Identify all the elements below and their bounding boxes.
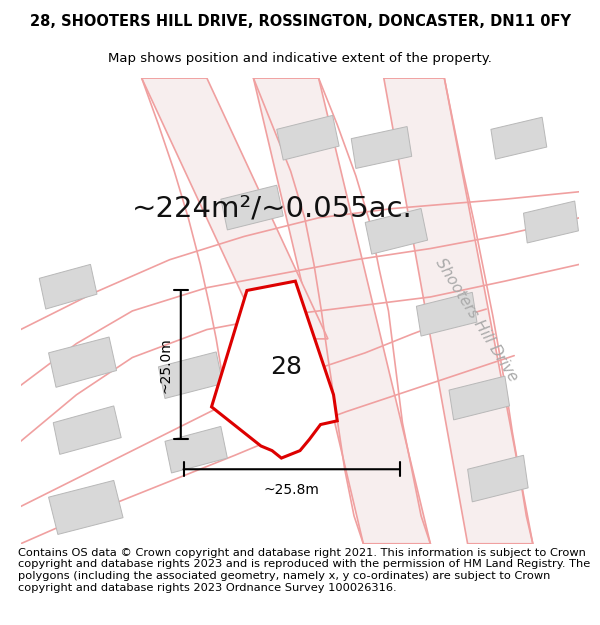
Polygon shape: [351, 126, 412, 169]
Polygon shape: [158, 352, 223, 399]
Polygon shape: [53, 406, 121, 454]
Polygon shape: [416, 292, 477, 336]
Text: ~25.0m: ~25.0m: [158, 337, 172, 393]
Polygon shape: [449, 376, 509, 420]
Text: 28, SHOOTERS HILL DRIVE, ROSSINGTON, DONCASTER, DN11 0FY: 28, SHOOTERS HILL DRIVE, ROSSINGTON, DON…: [29, 14, 571, 29]
Polygon shape: [491, 118, 547, 159]
Text: ~224m²/~0.055ac.: ~224m²/~0.055ac.: [131, 194, 412, 222]
Polygon shape: [212, 281, 337, 458]
Text: Contains OS data © Crown copyright and database right 2021. This information is : Contains OS data © Crown copyright and d…: [18, 548, 590, 592]
Polygon shape: [165, 426, 227, 473]
Polygon shape: [365, 209, 428, 254]
Polygon shape: [39, 264, 97, 309]
Text: ~25.8m: ~25.8m: [263, 483, 320, 498]
Polygon shape: [277, 116, 339, 160]
Polygon shape: [523, 201, 578, 243]
Polygon shape: [49, 481, 123, 534]
Text: 28: 28: [270, 355, 302, 379]
Text: Shooters Hill Drive: Shooters Hill Drive: [433, 256, 521, 384]
Polygon shape: [384, 78, 533, 544]
Polygon shape: [221, 185, 283, 230]
Polygon shape: [253, 78, 430, 544]
Polygon shape: [49, 337, 116, 388]
Polygon shape: [467, 455, 528, 502]
Polygon shape: [142, 78, 328, 339]
Text: Map shows position and indicative extent of the property.: Map shows position and indicative extent…: [108, 52, 492, 65]
